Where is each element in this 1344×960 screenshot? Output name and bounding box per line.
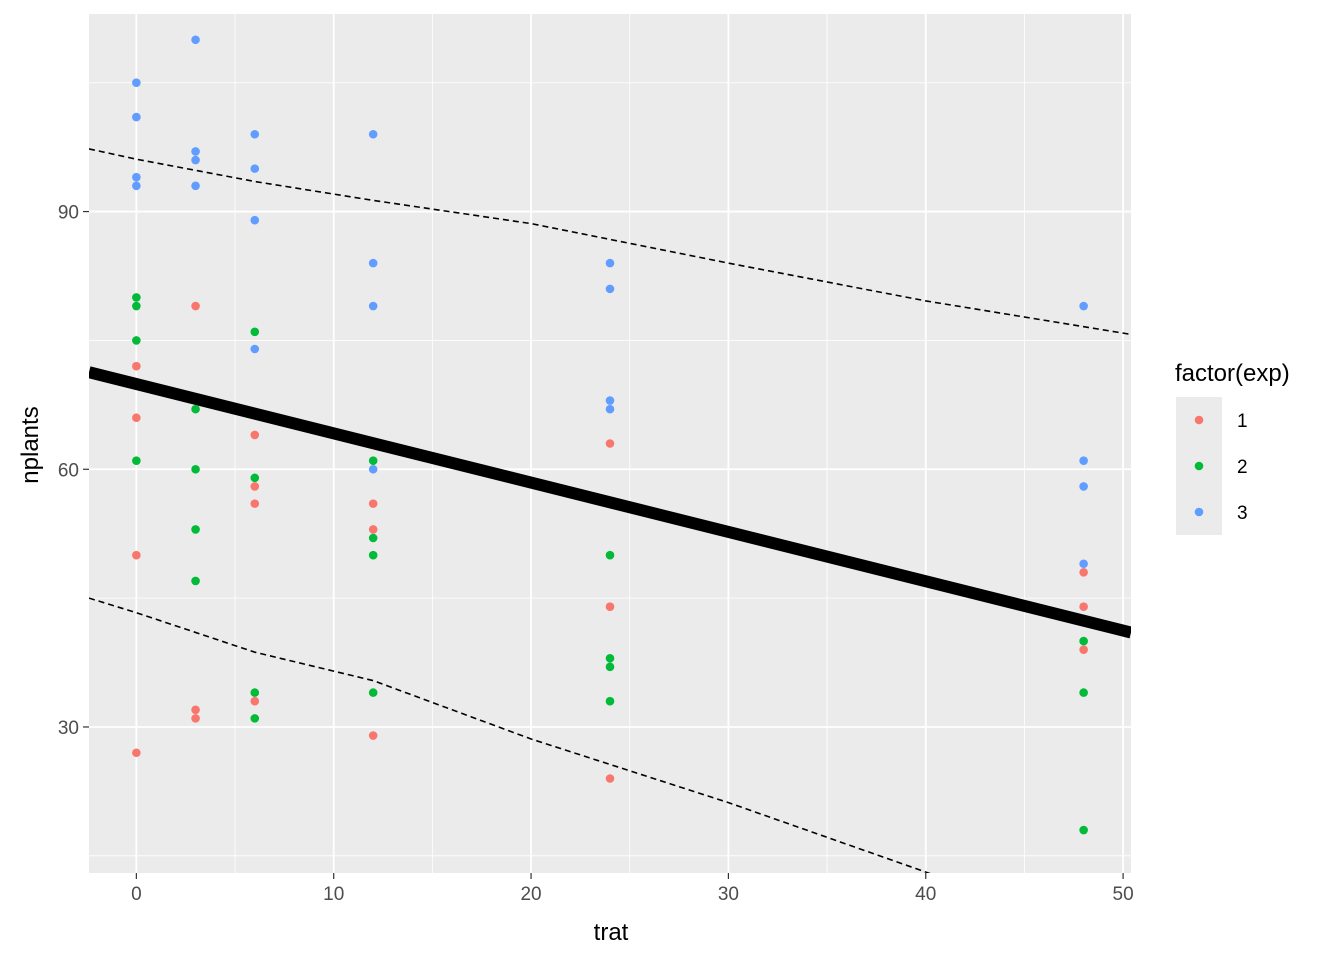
x-tick-label: 10 <box>323 884 344 905</box>
data-point-exp-2 <box>191 464 200 474</box>
y-axis: 30 60 90 <box>58 203 89 739</box>
data-points <box>132 35 1088 835</box>
data-point-exp-3 <box>250 215 260 225</box>
y-axis-title: nplants <box>17 406 44 483</box>
data-point-exp-1 <box>368 731 378 740</box>
data-point-exp-3 <box>132 112 141 122</box>
data-point-exp-3 <box>605 284 615 294</box>
data-point-exp-2 <box>605 550 615 560</box>
legend-label: 1 <box>1237 411 1248 432</box>
data-point-exp-1 <box>1079 602 1088 612</box>
data-point-exp-3 <box>250 344 260 354</box>
data-point-exp-2 <box>1079 636 1088 646</box>
data-point-exp-1 <box>368 525 378 534</box>
legend-key-exp-2 <box>1194 461 1204 471</box>
major-gridlines <box>89 14 1131 873</box>
x-tick-label: 50 <box>1113 884 1134 905</box>
legend-key-exp-3 <box>1194 507 1204 517</box>
legend-title: factor(exp) <box>1175 360 1290 387</box>
data-point-exp-3 <box>1079 559 1088 569</box>
data-point-exp-3 <box>368 258 378 268</box>
regression-lines <box>89 148 1131 873</box>
y-tick-label: 90 <box>58 203 79 224</box>
data-point-exp-3 <box>132 78 141 88</box>
data-point-exp-3 <box>132 172 141 182</box>
data-point-exp-3 <box>1079 456 1088 465</box>
data-point-exp-1 <box>605 602 615 612</box>
x-tick-label: 30 <box>718 884 739 905</box>
data-point-exp-1 <box>191 301 200 311</box>
data-point-exp-2 <box>368 550 378 560</box>
legend: factor(exp) 1 2 3 <box>1175 360 1290 535</box>
legend-label: 2 <box>1237 457 1248 478</box>
data-point-exp-2 <box>1079 825 1088 835</box>
data-point-exp-3 <box>368 129 378 139</box>
data-point-exp-3 <box>191 147 200 156</box>
data-point-exp-2 <box>132 301 141 311</box>
data-point-exp-2 <box>368 456 378 465</box>
data-point-exp-1 <box>191 705 200 715</box>
data-point-exp-2 <box>250 714 260 723</box>
data-point-exp-3 <box>132 181 141 191</box>
data-point-exp-1 <box>132 550 141 560</box>
x-tick-label: 0 <box>131 884 142 905</box>
data-point-exp-3 <box>605 404 615 414</box>
data-point-exp-3 <box>605 396 615 405</box>
data-point-exp-1 <box>250 430 260 440</box>
data-point-exp-1 <box>1079 568 1088 577</box>
data-point-exp-1 <box>1079 645 1088 654</box>
y-tick-label: 30 <box>58 718 79 739</box>
data-point-exp-1 <box>605 774 615 783</box>
data-point-exp-2 <box>368 688 378 697</box>
data-point-exp-1 <box>250 482 260 491</box>
data-point-exp-1 <box>132 413 141 423</box>
minor-gridlines <box>89 14 1131 873</box>
data-point-exp-1 <box>250 499 260 508</box>
y-tick-label: 60 <box>58 460 79 481</box>
data-point-exp-1 <box>132 748 141 758</box>
data-point-exp-2 <box>250 473 260 483</box>
data-point-exp-2 <box>191 525 200 534</box>
data-point-exp-2 <box>132 293 141 302</box>
data-point-exp-1 <box>191 714 200 723</box>
x-tick-label: 20 <box>520 884 541 905</box>
data-point-exp-2 <box>132 336 141 345</box>
regression-line <box>89 366 1131 639</box>
data-point-exp-1 <box>250 696 260 706</box>
data-point-exp-2 <box>250 327 260 337</box>
data-point-exp-2 <box>191 576 200 586</box>
data-point-exp-3 <box>250 129 260 139</box>
prediction-interval-line <box>89 597 931 873</box>
legend-label: 3 <box>1237 503 1248 524</box>
data-point-exp-1 <box>368 499 378 508</box>
data-point-exp-3 <box>250 164 260 173</box>
data-point-exp-3 <box>191 35 200 45</box>
data-point-exp-3 <box>368 301 378 311</box>
data-point-exp-2 <box>132 456 141 465</box>
data-point-exp-3 <box>605 258 615 268</box>
data-point-exp-1 <box>605 439 615 448</box>
data-point-exp-1 <box>132 361 141 371</box>
data-point-exp-3 <box>1079 482 1088 491</box>
legend-key-exp-1 <box>1194 415 1204 425</box>
data-point-exp-3 <box>368 464 378 474</box>
data-point-exp-2 <box>1079 688 1088 697</box>
x-axis-title: trat <box>594 919 629 946</box>
data-point-exp-3 <box>191 181 200 191</box>
data-point-exp-3 <box>1079 301 1088 311</box>
data-point-exp-2 <box>191 404 200 414</box>
data-point-exp-3 <box>191 155 200 165</box>
data-point-exp-2 <box>250 688 260 697</box>
data-point-exp-2 <box>605 696 615 706</box>
data-point-exp-2 <box>368 533 378 543</box>
data-point-exp-2 <box>605 662 615 672</box>
data-point-exp-2 <box>605 653 615 663</box>
x-tick-label: 40 <box>915 884 936 905</box>
x-axis: 0 10 20 30 40 50 <box>131 873 1134 905</box>
